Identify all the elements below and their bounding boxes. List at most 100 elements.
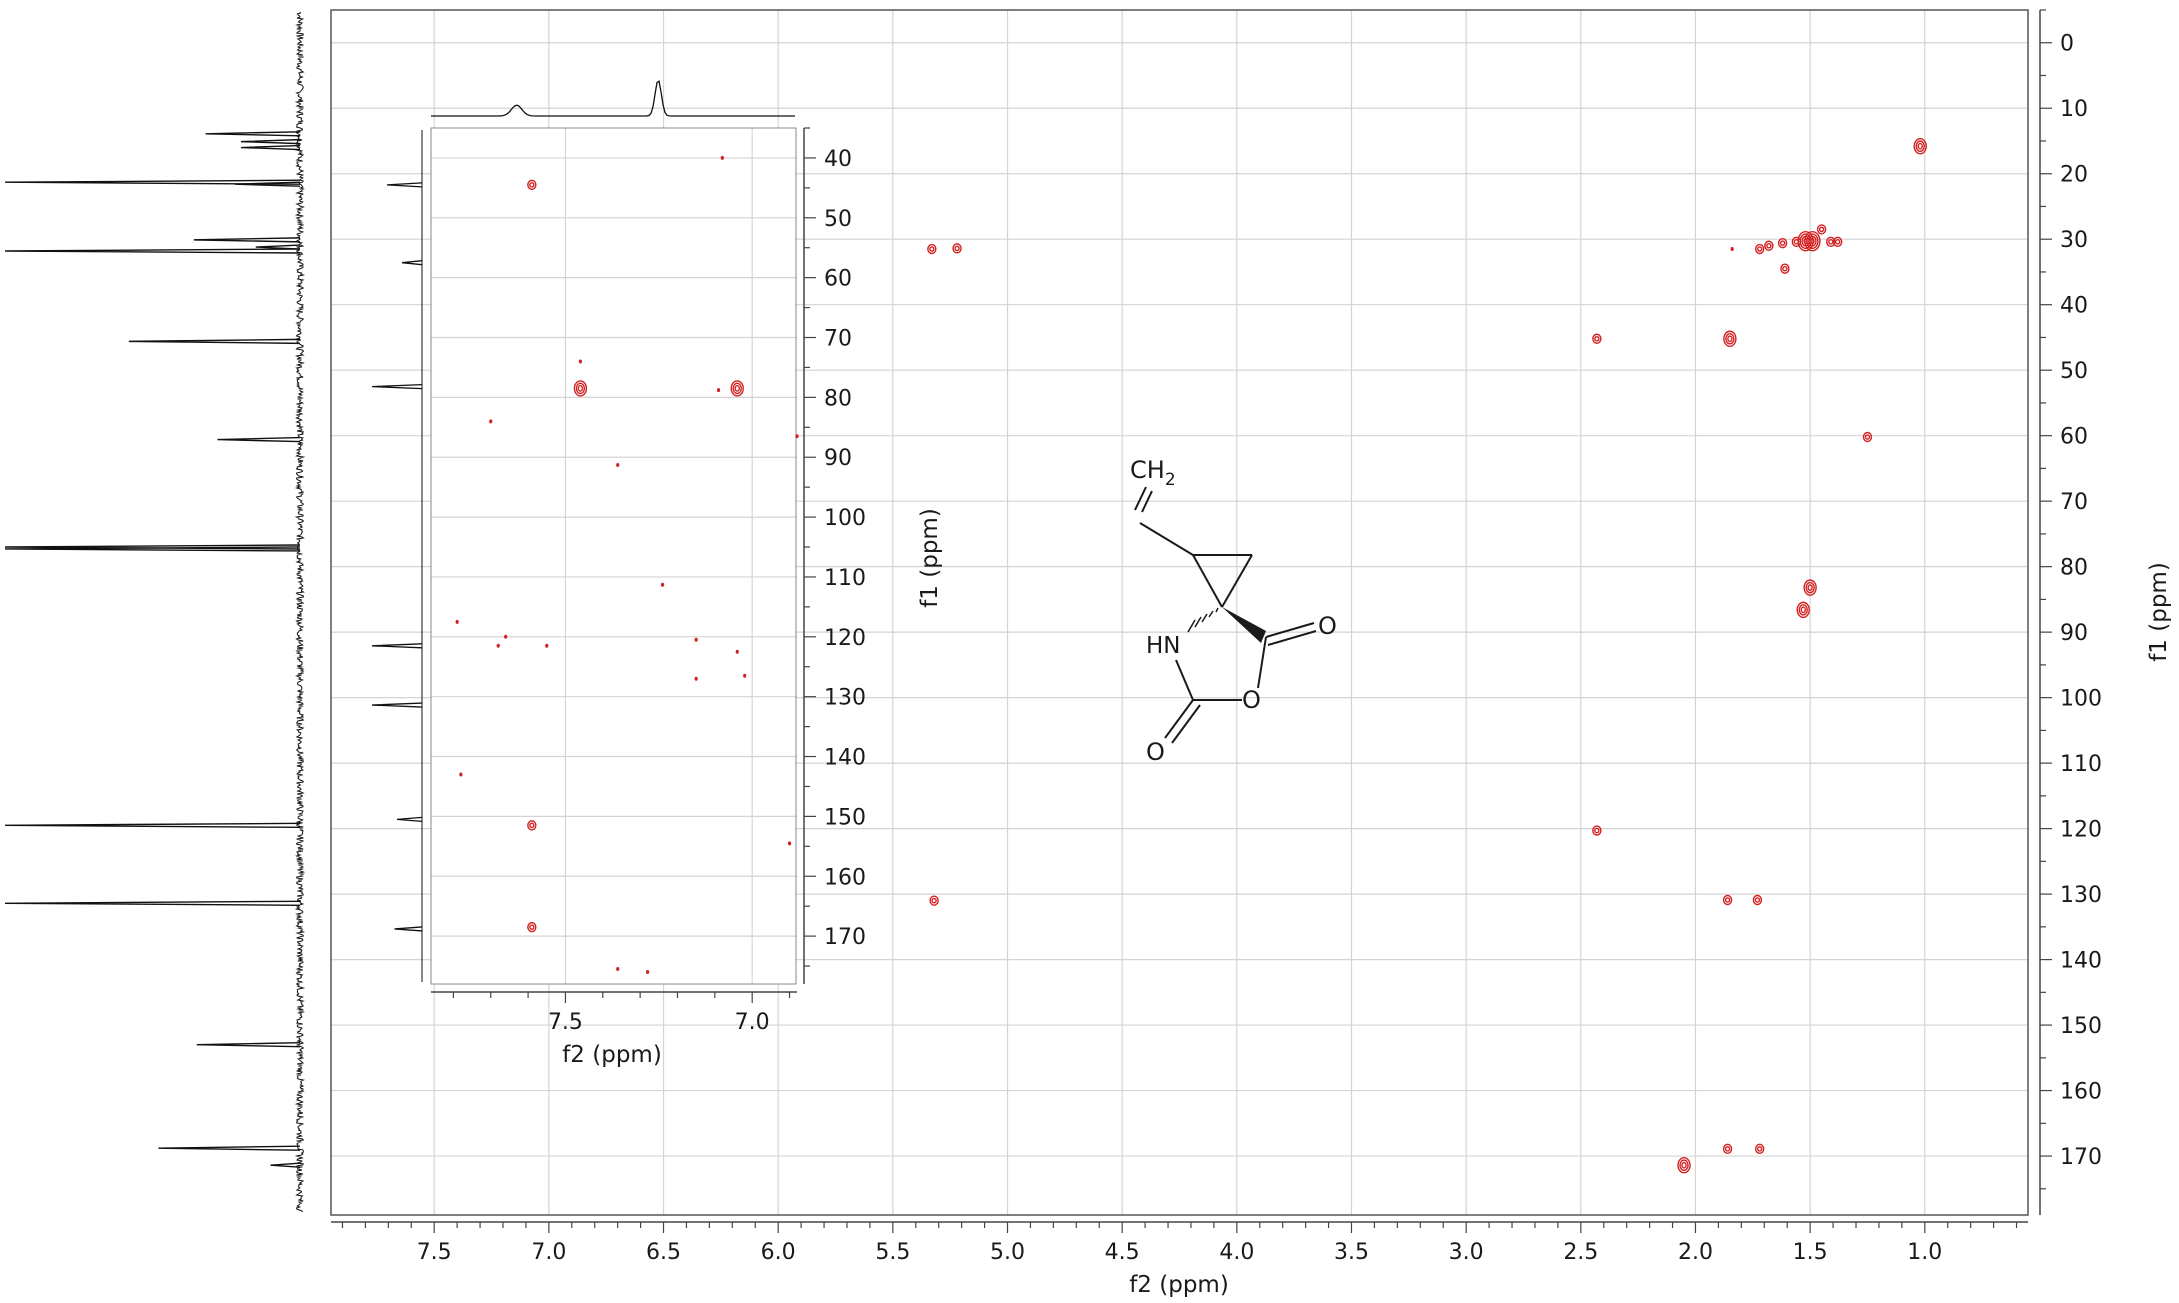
projection-peak bbox=[158, 1145, 301, 1151]
y-tick-label: 80 bbox=[824, 386, 852, 411]
cross-peak bbox=[1592, 825, 1602, 836]
inset-f2-projection-spectrum bbox=[431, 80, 795, 117]
cross-peak bbox=[455, 619, 459, 624]
vinyl-single-bond bbox=[1139, 522, 1194, 556]
x-tick-label: 3.5 bbox=[1334, 1240, 1369, 1265]
y-tick-label: 140 bbox=[824, 746, 866, 771]
cross-peak bbox=[616, 463, 620, 468]
cross-peak bbox=[720, 155, 724, 160]
x-tick-label: 4.0 bbox=[1219, 1240, 1254, 1265]
x-tick-label: 4.5 bbox=[1105, 1240, 1140, 1265]
main-hmbc-plot: 7.5 7.0 6.5 6.0 5.5 5.0 4.5 4.0 3.5 3.0 2.5 2.0 1.5 1… bbox=[330, 9, 2172, 1298]
cross-peak bbox=[730, 380, 744, 397]
cross-peak bbox=[616, 967, 620, 972]
y-tick-label: 80 bbox=[2060, 556, 2088, 581]
ring-bond-c-o bbox=[1257, 636, 1267, 689]
projection-peak bbox=[4, 822, 301, 829]
cross-peak bbox=[660, 582, 665, 587]
cross-peak bbox=[1832, 236, 1843, 248]
x-tick-label: 7.0 bbox=[531, 1240, 566, 1265]
inset-aromatic-region: 7.5 7.0 40 50 60 70 80 90 100 110 120 130 140 150 160… bbox=[371, 80, 866, 1068]
main-y-axis: 0 10 20 30 40 50 60 70 80 90 100 110 120 130 140 150 160… bbox=[2039, 9, 2102, 1215]
cross-peak bbox=[1791, 236, 1802, 248]
projection-peak bbox=[193, 237, 301, 243]
projection-peak bbox=[270, 1162, 301, 1168]
cross-peak bbox=[952, 243, 962, 254]
projection-peak bbox=[4, 179, 301, 185]
main-plot-frame bbox=[330, 9, 2029, 1216]
y-tick-label: 170 bbox=[2060, 1145, 2102, 1170]
cyclopropane-bond-2 bbox=[1192, 554, 1223, 608]
cross-peak bbox=[504, 634, 508, 639]
x-tick-label: 7.5 bbox=[548, 1010, 583, 1035]
y-tick-label: 0 bbox=[2060, 32, 2074, 57]
x-tick-label: 2.5 bbox=[1563, 1240, 1598, 1265]
ch2-label: CH2 bbox=[1130, 456, 1176, 490]
y-tick-label: 20 bbox=[2060, 163, 2088, 188]
inset-y-axis-label: f1 (ppm) bbox=[917, 508, 943, 608]
chemical-structure bbox=[1134, 486, 1317, 744]
x-tick-label: 6.5 bbox=[646, 1240, 681, 1265]
y-tick-label: 120 bbox=[824, 626, 866, 651]
y-tick-label: 160 bbox=[824, 865, 866, 890]
y-tick-label: 150 bbox=[824, 805, 866, 830]
cross-peak bbox=[1730, 247, 1734, 252]
x-tick-label: 2.0 bbox=[1678, 1240, 1713, 1265]
main-x-axis-label: f2 (ppm) bbox=[1129, 1272, 1229, 1298]
projection-peak bbox=[4, 900, 301, 906]
cross-peak bbox=[1804, 230, 1821, 252]
cross-peak bbox=[496, 643, 500, 648]
cross-peak bbox=[1796, 601, 1810, 619]
cross-peak bbox=[743, 673, 747, 678]
y-tick-label: 100 bbox=[2060, 687, 2102, 712]
x-tick-label: 1.0 bbox=[1907, 1240, 1942, 1265]
y-tick-label: 60 bbox=[2060, 425, 2088, 450]
inset-projection-peak bbox=[371, 643, 423, 649]
y-tick-label: 90 bbox=[824, 446, 852, 471]
inset-projection-peak bbox=[401, 260, 423, 266]
y-tick-label: 160 bbox=[2060, 1080, 2102, 1105]
inset-y-axis: 40 50 60 70 80 90 100 110 120 130 140 150 160 170 bbox=[803, 127, 866, 984]
f1-projection-spectrum bbox=[4, 11, 306, 1213]
cross-peak bbox=[489, 419, 493, 424]
inset-background bbox=[431, 128, 796, 984]
carbonyl-bottom-bond bbox=[1164, 699, 1194, 739]
x-tick-label: 1.5 bbox=[1793, 1240, 1828, 1265]
y-tick-label: 70 bbox=[824, 327, 852, 352]
cross-peak bbox=[929, 895, 939, 906]
y-tick-label: 60 bbox=[824, 267, 852, 292]
cross-peak bbox=[1803, 579, 1817, 596]
inset-x-axis-label: f2 (ppm) bbox=[562, 1042, 662, 1068]
bold-wedge-bond bbox=[1222, 607, 1266, 643]
x-tick-label: 6.0 bbox=[761, 1240, 796, 1265]
cross-peak bbox=[1722, 894, 1733, 906]
projection-peak bbox=[240, 144, 301, 151]
y-tick-label: 90 bbox=[2060, 621, 2088, 646]
cross-peak bbox=[694, 637, 698, 642]
y-tick-label: 30 bbox=[2060, 228, 2088, 253]
cross-peak bbox=[1816, 224, 1827, 235]
cross-peak bbox=[1754, 1143, 1765, 1155]
projection-baseline bbox=[294, 11, 306, 1213]
cross-peak bbox=[1780, 263, 1790, 274]
carbonyl-right-bond bbox=[1265, 622, 1315, 638]
inset-f2-projection-trace bbox=[431, 80, 795, 117]
inset-projection-peak bbox=[371, 383, 423, 390]
inset-plot-frame bbox=[430, 127, 797, 985]
inset-grid bbox=[431, 128, 797, 984]
main-grid bbox=[331, 10, 2028, 1215]
cross-peak bbox=[1754, 243, 1765, 255]
main-cross-peaks bbox=[927, 138, 1927, 1174]
cross-peak bbox=[578, 359, 582, 364]
cross-peak bbox=[787, 841, 792, 846]
cross-peak bbox=[527, 921, 537, 933]
x-tick-label: 5.0 bbox=[990, 1240, 1025, 1265]
y-tick-label: 120 bbox=[2060, 818, 2102, 843]
carbonyl-bottom-o-label: O bbox=[1146, 738, 1165, 766]
cross-peak bbox=[1862, 431, 1873, 443]
cross-peak bbox=[1752, 894, 1763, 906]
y-tick-label: 130 bbox=[2060, 883, 2102, 908]
x-tick-label: 7.5 bbox=[417, 1240, 452, 1265]
projection-peak bbox=[4, 248, 301, 254]
